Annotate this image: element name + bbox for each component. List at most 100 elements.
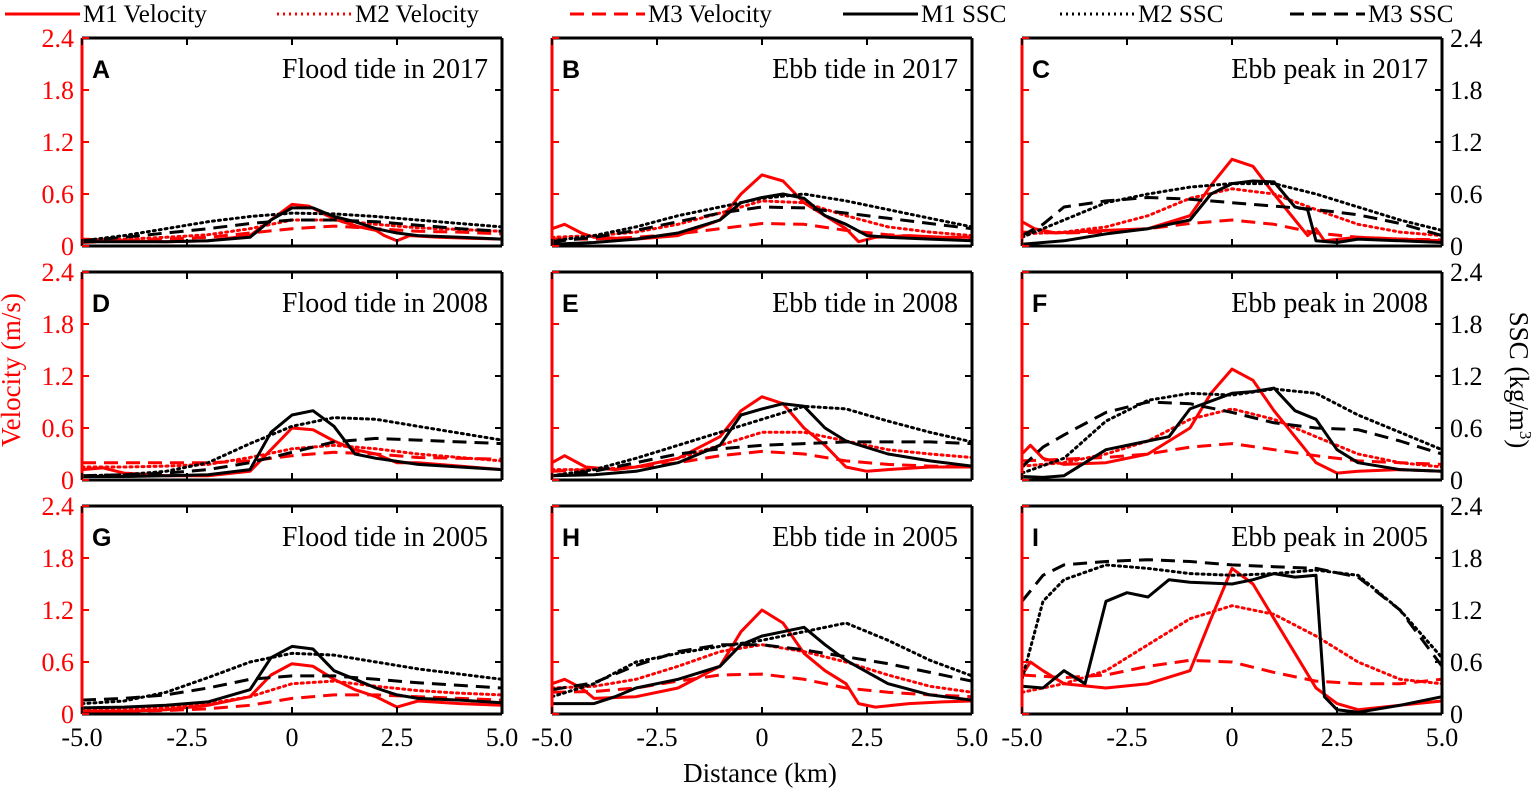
legend: M1 Velocity M2 Velocity M3 Velocity M1 SSC M… <box>5 1 1453 28</box>
line-D-s3 <box>82 436 502 478</box>
x-tick-label: -2.5 <box>636 723 677 752</box>
line-C-s1 <box>1022 179 1442 246</box>
velocity-tick-label: 0.6 <box>42 648 75 677</box>
line-I-v3 <box>1022 658 1442 686</box>
line-C-v3 <box>1022 218 1442 242</box>
ssc-tick-label: 0 <box>1450 232 1463 261</box>
line-B-s1 <box>552 192 972 246</box>
legend-entry-v3: M3 Velocity <box>570 1 772 28</box>
ssc-tick-label: 0 <box>1450 700 1463 729</box>
line-F-s1 <box>1022 386 1442 479</box>
ssc-tick-label: 0.6 <box>1450 414 1483 443</box>
x-tick-label: -2.5 <box>166 723 207 752</box>
ssc-tick-label: 0.6 <box>1450 648 1483 677</box>
series-group <box>1022 157 1442 246</box>
line-G-v2 <box>82 679 502 712</box>
panel-letter: B <box>562 56 580 84</box>
series-group <box>1022 367 1442 479</box>
ssc-tick-label: 1.8 <box>1450 310 1483 339</box>
line-I-s3 <box>1022 558 1442 668</box>
panel-title: Ebb peak in 2008 <box>1231 288 1428 319</box>
line-E-v2 <box>552 430 972 472</box>
x-tick-label: 0 <box>286 723 299 752</box>
legend-label-s3: M3 SSC <box>1368 1 1453 28</box>
ssc-tick-label: 1.2 <box>1450 596 1483 625</box>
panel-letter: E <box>562 290 579 318</box>
panel-title: Ebb peak in 2005 <box>1231 522 1428 553</box>
velocity-tick-label: 2.4 <box>42 258 75 287</box>
velocity-tick-label: 1.2 <box>42 128 75 157</box>
line-E-s1 <box>552 402 972 478</box>
line-B-s2 <box>552 192 972 243</box>
velocity-tick-label: 1.8 <box>42 544 75 573</box>
x-tick-label: -2.5 <box>1106 723 1147 752</box>
ssc-tick-label: 1.2 <box>1450 362 1483 391</box>
velocity-tick-label: 0 <box>61 700 74 729</box>
ssc-tick-label: 2.4 <box>1450 24 1483 53</box>
line-H-s1 <box>552 625 972 706</box>
velocity-tick-label: 2.4 <box>42 24 75 53</box>
line-B-v1 <box>552 173 972 244</box>
legend-label-v1: M1 Velocity <box>83 1 207 28</box>
panel-grid: 0 0.6 1.2 1.8 2.4 A Flood tide in 2017 B Ebb tid… <box>42 24 1483 752</box>
line-A-s3 <box>82 218 502 243</box>
legend-entry-s1: M1 SSC <box>843 1 1006 28</box>
velocity-tick-label: 0 <box>61 232 74 261</box>
panel-H: -5.0 -2.5 0 2.5 5.0 H Ebb tide in 2005 <box>531 504 989 752</box>
line-A-s1 <box>82 206 502 244</box>
series-group <box>1022 558 1442 714</box>
line-G-s1 <box>82 644 502 710</box>
panel-letter: D <box>92 290 110 318</box>
line-A-s2 <box>82 211 502 243</box>
panel-title: Flood tide in 2017 <box>282 54 488 85</box>
panel-letter: A <box>92 56 110 84</box>
x-tick-label: -5.0 <box>61 723 102 752</box>
x-tick-label: 5.0 <box>956 723 989 752</box>
velocity-tick-label: 1.8 <box>42 310 75 339</box>
panel-title: Ebb tide in 2008 <box>772 288 958 319</box>
line-C-v2 <box>1022 187 1442 238</box>
line-H-v1 <box>552 608 972 709</box>
series-group <box>82 202 502 244</box>
x-tick-label: -5.0 <box>1001 723 1042 752</box>
ssc-tick-label: 1.8 <box>1450 544 1483 573</box>
panel-G: 0 0.6 1.2 1.8 2.4 -5.0 -2.5 0 2.5 5.0 G Flood tide … <box>42 492 519 752</box>
line-D-v2 <box>82 443 502 469</box>
panel-letter: C <box>1032 56 1050 84</box>
series-group <box>82 409 502 478</box>
velocity-tick-label: 0.6 <box>42 414 75 443</box>
legend-label-v2: M2 Velocity <box>355 1 479 28</box>
line-I-s2 <box>1022 563 1442 681</box>
velocity-tick-label: 0 <box>61 466 74 495</box>
line-D-s1 <box>82 409 502 478</box>
legend-entry-v2: M2 Velocity <box>277 1 479 28</box>
panel-I: 0 0.6 1.2 1.8 2.4 -5.0 -2.5 0 2.5 5.0 I Ebb peak in… <box>1001 492 1482 752</box>
x-tick-label: 5.0 <box>1426 723 1459 752</box>
y-axis-label-left: Velocity (m/s) <box>0 293 26 447</box>
velocity-tick-label: 1.2 <box>42 362 75 391</box>
panel-A: 0 0.6 1.2 1.8 2.4 A Flood tide in 2017 <box>42 24 504 261</box>
panel-letter: G <box>92 524 111 552</box>
ssc-tick-label: 1.8 <box>1450 76 1483 105</box>
panel-letter: I <box>1032 524 1039 552</box>
panel-letter: F <box>1032 290 1047 318</box>
line-E-s3 <box>552 440 972 478</box>
ssc-tick-label: 2.4 <box>1450 258 1483 287</box>
line-D-v3 <box>82 450 502 465</box>
panel-C: 0 0.6 1.2 1.8 2.4 C Ebb peak in 2017 <box>1020 24 1483 261</box>
line-E-s2 <box>552 404 972 478</box>
x-axis-label: Distance (km) <box>683 758 837 788</box>
x-tick-label: 2.5 <box>381 723 414 752</box>
line-H-s3 <box>552 643 972 692</box>
line-D-s2 <box>82 416 502 478</box>
line-B-v3 <box>552 222 972 241</box>
line-B-s3 <box>552 205 972 244</box>
ssc-tick-label: 0 <box>1450 466 1463 495</box>
series-group <box>552 395 972 478</box>
x-tick-label: 2.5 <box>851 723 884 752</box>
panel-title: Flood tide in 2008 <box>282 288 488 319</box>
ssc-tick-label: 0.6 <box>1450 180 1483 209</box>
line-H-v3 <box>552 672 972 699</box>
series-group <box>552 173 972 246</box>
